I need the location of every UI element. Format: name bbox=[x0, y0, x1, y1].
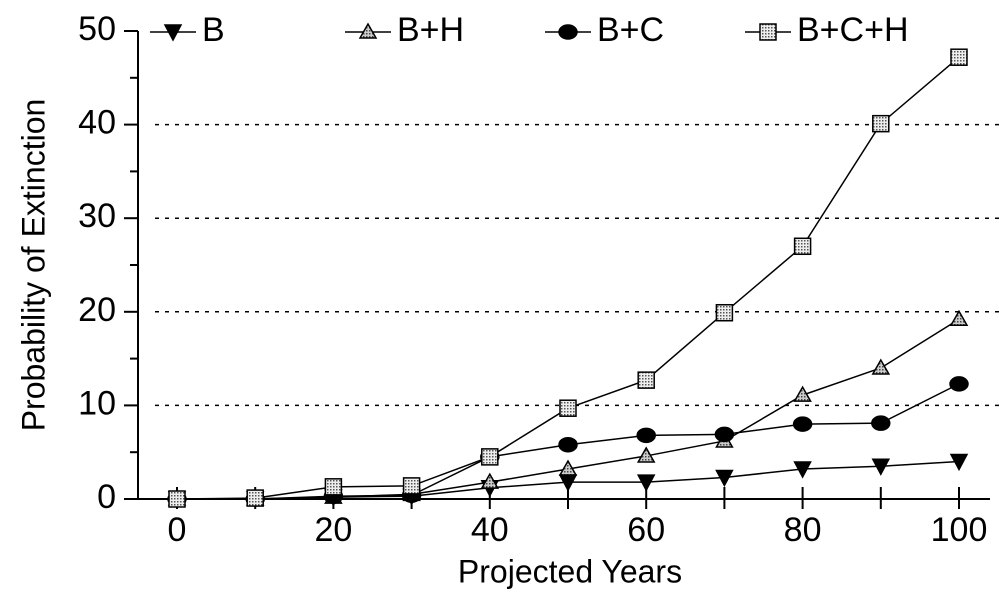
legend-label: B+H bbox=[397, 11, 464, 49]
y-axis-label: Probability of Extinction bbox=[15, 99, 51, 432]
marker bbox=[246, 489, 264, 507]
marker bbox=[637, 371, 655, 389]
x-tick-label: 40 bbox=[471, 511, 509, 549]
marker bbox=[715, 469, 734, 488]
marker bbox=[402, 477, 421, 495]
legend-marker bbox=[558, 24, 578, 40]
marker bbox=[481, 448, 499, 466]
y-tick-label: 40 bbox=[78, 104, 116, 142]
marker bbox=[949, 309, 969, 327]
x-tick-label: 80 bbox=[784, 511, 822, 549]
x-tick-label: 0 bbox=[168, 511, 187, 549]
marker bbox=[636, 446, 656, 463]
marker bbox=[558, 459, 578, 476]
marker bbox=[949, 376, 969, 392]
marker bbox=[558, 436, 578, 453]
x-tick-label: 100 bbox=[931, 511, 988, 549]
x-tick-label: 60 bbox=[627, 511, 665, 549]
marker bbox=[714, 426, 735, 443]
legend-marker bbox=[358, 22, 378, 39]
marker bbox=[871, 358, 891, 375]
legend-label: B+C bbox=[597, 11, 664, 49]
marker bbox=[872, 114, 890, 133]
marker bbox=[559, 399, 577, 417]
series-line bbox=[176, 56, 960, 500]
legend-marker bbox=[759, 23, 777, 41]
y-tick-label: 50 bbox=[78, 10, 116, 48]
legend-label: B+C+H bbox=[797, 11, 909, 49]
marker bbox=[871, 458, 891, 476]
y-tick-label: 30 bbox=[78, 197, 116, 235]
marker bbox=[636, 474, 656, 492]
marker bbox=[480, 472, 500, 489]
marker bbox=[792, 416, 813, 432]
x-axis-label: Projected Years bbox=[458, 553, 682, 589]
legend-marker bbox=[163, 24, 183, 42]
marker bbox=[793, 461, 812, 479]
marker bbox=[793, 237, 812, 256]
marker bbox=[324, 478, 343, 496]
x-tick-label: 20 bbox=[314, 511, 352, 549]
marker bbox=[168, 490, 186, 508]
marker bbox=[793, 385, 812, 402]
marker bbox=[950, 48, 968, 66]
y-tick-label: 20 bbox=[78, 291, 116, 329]
y-tick-label: 10 bbox=[78, 384, 116, 422]
marker bbox=[715, 303, 734, 322]
legend-label: B bbox=[202, 11, 225, 49]
marker bbox=[949, 453, 969, 472]
marker bbox=[636, 427, 656, 444]
marker bbox=[871, 415, 891, 431]
y-tick-label: 0 bbox=[97, 478, 116, 516]
